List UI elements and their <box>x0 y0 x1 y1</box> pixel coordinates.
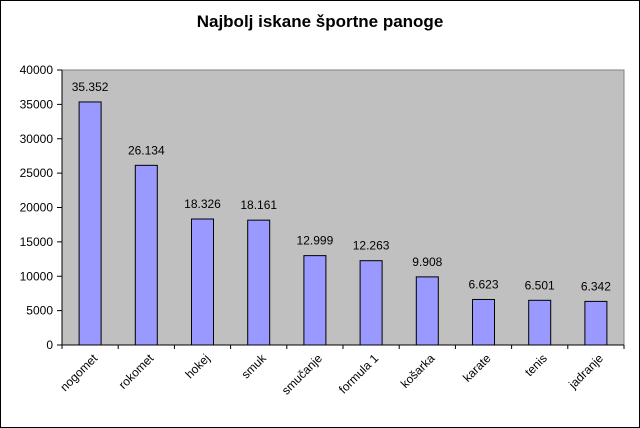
y-tick-label: 0 <box>46 338 53 352</box>
data-label: 18.326 <box>184 197 221 211</box>
x-tick-label: karate <box>460 351 494 385</box>
data-label: 35.352 <box>72 80 109 94</box>
bar-3 <box>247 219 271 346</box>
y-axis-ticks: 0 5000 10000 15000 20000 25000 30000 35000 40000 <box>20 63 62 352</box>
data-label: 9.908 <box>412 255 442 269</box>
y-tick-label: 25000 <box>20 166 54 180</box>
data-label: 6.342 <box>581 279 611 293</box>
y-tick-label: 20000 <box>20 201 54 215</box>
y-tick-label: 5000 <box>26 304 53 318</box>
x-tick-label: formula 1 <box>336 351 382 397</box>
y-tick-label: 10000 <box>20 269 54 283</box>
x-tick-label: smučanje <box>279 351 325 397</box>
x-tick-label: tenis <box>522 351 550 379</box>
y-tick-label: 35000 <box>20 97 54 111</box>
data-label: 6.501 <box>525 278 555 292</box>
x-tick-label: rokomet <box>116 351 157 392</box>
bar-1 <box>134 164 158 346</box>
bar-0 <box>78 101 102 346</box>
x-tick-label: smuk <box>239 351 270 382</box>
bar-9 <box>584 300 608 346</box>
bar-6 <box>415 276 439 346</box>
data-label: 12.263 <box>353 239 390 253</box>
bar-8 <box>528 299 552 346</box>
x-tick-label: košarka <box>398 351 438 391</box>
data-labels: 35.352 26.134 18.326 18.161 12.999 12.263 9.90… <box>72 80 611 293</box>
data-label: 26.134 <box>128 143 165 157</box>
data-label: 12.999 <box>297 234 334 248</box>
data-label: 6.623 <box>468 277 498 291</box>
x-tick-label: hokej <box>182 351 212 381</box>
data-label: 18.161 <box>240 198 277 212</box>
bar-5 <box>359 260 383 346</box>
chart-title: Najbolj iskane športne panoge <box>196 12 444 31</box>
bar-2 <box>191 218 214 346</box>
x-axis-labels: nogomet rokomet hokej smuk smučanje formula 1… <box>57 345 625 397</box>
x-tick-label: jadranje <box>565 351 606 392</box>
bar-7 <box>472 298 495 346</box>
y-tick-label: 15000 <box>20 235 54 249</box>
bar-4 <box>303 255 327 346</box>
y-tick-label: 30000 <box>20 132 54 146</box>
x-tick-label: nogomet <box>57 351 100 394</box>
y-tick-label: 40000 <box>20 63 54 77</box>
bars <box>78 101 608 346</box>
